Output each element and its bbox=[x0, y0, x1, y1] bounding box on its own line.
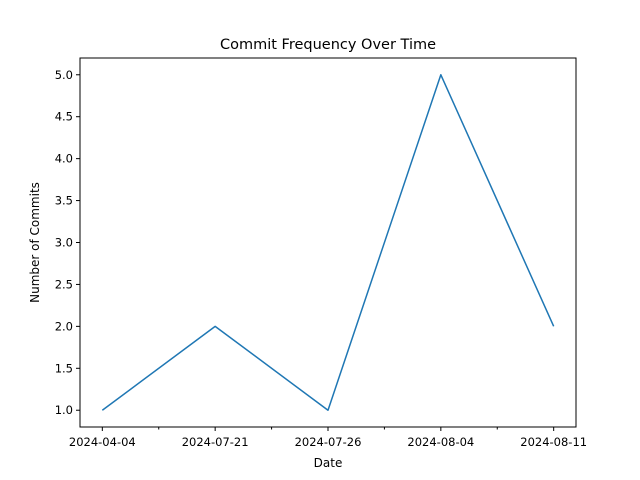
y-tick-label: 2.0 bbox=[55, 319, 73, 333]
y-axis: 1.0 1.5 2.0 2.5 3.0 3.5 4.0 4.5 5.0 bbox=[55, 68, 80, 417]
chart-title: Commit Frequency Over Time bbox=[220, 37, 436, 53]
y-tick-label: 3.0 bbox=[55, 236, 73, 250]
x-tick-label: 2024-08-04 bbox=[407, 435, 474, 449]
y-tick-label: 1.5 bbox=[55, 361, 73, 375]
x-tick-label: 2024-04-04 bbox=[69, 435, 136, 449]
y-tick-label: 4.5 bbox=[55, 110, 73, 124]
x-tick-label: 2024-08-11 bbox=[520, 435, 587, 449]
y-tick-label: 3.5 bbox=[55, 194, 73, 208]
x-tick-label: 2024-07-26 bbox=[295, 435, 362, 449]
x-tick-label: 2024-07-21 bbox=[182, 435, 249, 449]
y-tick-label: 4.0 bbox=[55, 152, 73, 166]
y-tick-label: 2.5 bbox=[55, 277, 73, 291]
series-line bbox=[101, 74, 555, 411]
y-axis-label: Number of Commits bbox=[28, 182, 42, 303]
x-axis-label: Date bbox=[314, 456, 343, 470]
x-axis: 2024-04-04 2024-07-21 2024-07-26 2024-08-04… bbox=[69, 427, 587, 449]
y-tick-label: 1.0 bbox=[55, 403, 73, 417]
y-tick-label: 5.0 bbox=[55, 68, 73, 82]
